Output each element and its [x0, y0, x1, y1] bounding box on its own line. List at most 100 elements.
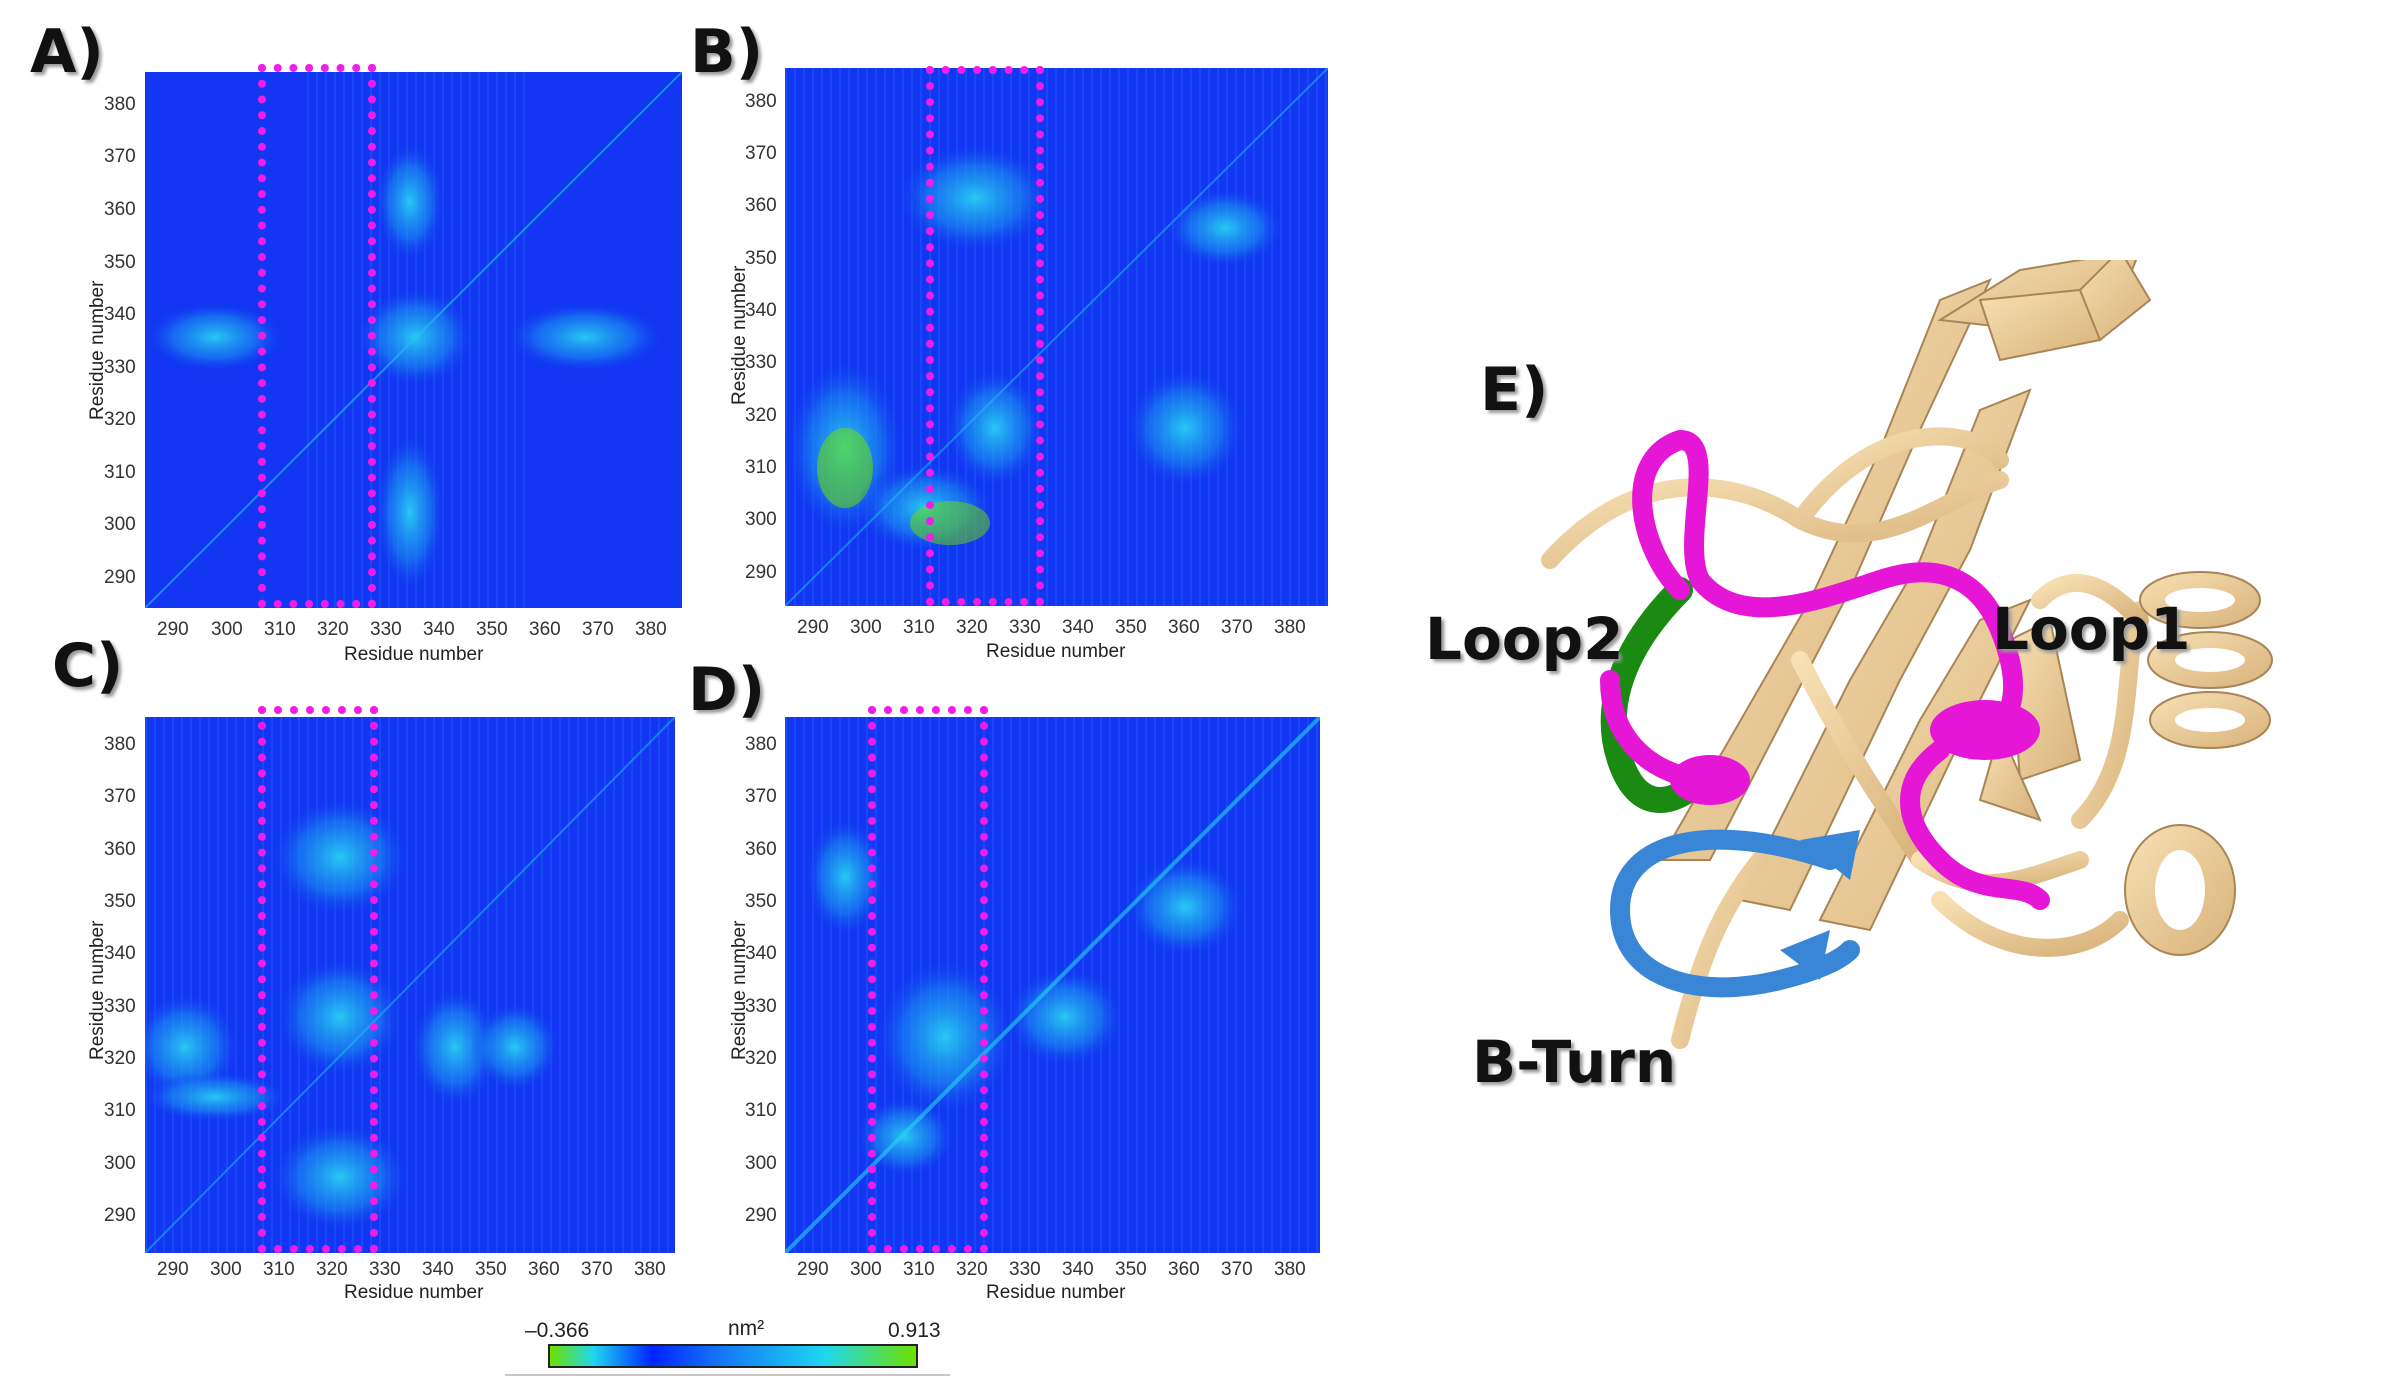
- bturn-label: B-Turn: [1472, 1028, 1677, 1096]
- ytick: 310: [104, 1100, 136, 1121]
- xtick: 290: [157, 1259, 189, 1280]
- xtick: 300: [850, 617, 882, 638]
- ytick: 360: [745, 839, 777, 860]
- xtick: 380: [634, 1259, 666, 1280]
- ytick: 320: [745, 405, 777, 426]
- ytick: 330: [745, 352, 777, 373]
- loop2-label: Loop2: [1425, 605, 1624, 673]
- ytick: 310: [104, 462, 136, 483]
- xtick: 290: [157, 619, 189, 640]
- xtick: 310: [903, 617, 935, 638]
- xtick: 340: [1062, 1259, 1094, 1280]
- xtick: 300: [211, 619, 243, 640]
- ytick: 300: [104, 1153, 136, 1174]
- xtick: 350: [1115, 617, 1147, 638]
- xtick: 360: [1168, 1259, 1200, 1280]
- covariance-map-a: [145, 72, 682, 608]
- xtick: 380: [1274, 1259, 1306, 1280]
- xtick: 360: [1168, 617, 1200, 638]
- xtick: 370: [582, 619, 614, 640]
- xtick: 350: [475, 1259, 507, 1280]
- panel-letter-e: E): [1480, 355, 1549, 425]
- ytick: 380: [104, 734, 136, 755]
- ytick: 360: [104, 199, 136, 220]
- ytick: 370: [745, 786, 777, 807]
- covariance-map-d: [785, 717, 1320, 1253]
- xtick: 320: [956, 617, 988, 638]
- xtick: 370: [581, 1259, 613, 1280]
- panel-letter-c: C): [52, 631, 124, 701]
- ytick: 320: [104, 409, 136, 430]
- beta-strands: [1658, 260, 2152, 932]
- xtick: 310: [903, 1259, 935, 1280]
- colorbar-min-label: –0.366: [525, 1319, 590, 1342]
- ytick: 330: [104, 996, 136, 1017]
- xtick: 330: [370, 619, 402, 640]
- colorbar-unit-label: nm²: [728, 1317, 765, 1340]
- ytick: 320: [745, 1048, 777, 1069]
- ytick: 290: [104, 1205, 136, 1226]
- xtick: 340: [423, 619, 455, 640]
- loop2-segment: [1600, 577, 1713, 813]
- highlight-box-b: [926, 66, 1044, 606]
- covariance-map-b: [785, 68, 1328, 606]
- xtick: 320: [317, 619, 349, 640]
- xtick: 330: [1009, 1259, 1041, 1280]
- ytick: 290: [745, 562, 777, 583]
- ytick: 290: [745, 1205, 777, 1226]
- ylabel-a: Residue number: [87, 280, 108, 420]
- bturn-segment: [1609, 829, 1860, 998]
- colorbar-gradient: [548, 1344, 918, 1368]
- heatmap-a: [145, 72, 682, 608]
- ytick: 330: [104, 357, 136, 378]
- ytick: 360: [745, 195, 777, 216]
- ytick: 320: [104, 1048, 136, 1069]
- xlabel-b: Residue number: [986, 641, 1126, 662]
- xtick: 320: [316, 1259, 348, 1280]
- ytick: 340: [745, 300, 777, 321]
- xtick: 300: [210, 1259, 242, 1280]
- xtick: 310: [264, 619, 296, 640]
- ytick: 350: [104, 252, 136, 273]
- protein-structure: [1541, 260, 2273, 1049]
- colorbar-max-label: 0.913: [888, 1319, 941, 1342]
- colorbar-baseline: [505, 1374, 950, 1376]
- ytick: 290: [104, 567, 136, 588]
- ytick: 350: [745, 248, 777, 269]
- xtick: 380: [635, 619, 667, 640]
- highlight-box-d: [868, 706, 988, 1253]
- ylabel-b: Residue number: [729, 265, 750, 405]
- ytick: 370: [104, 146, 136, 167]
- xlabel-d: Residue number: [986, 1282, 1126, 1303]
- highlight-box-c: [258, 706, 378, 1253]
- panel-letter-a: A): [30, 17, 104, 87]
- ytick: 370: [104, 786, 136, 807]
- loop1-helix: [1670, 700, 2040, 805]
- xlabel-a: Residue number: [344, 644, 484, 665]
- xlabel-c: Residue number: [344, 1282, 484, 1303]
- ytick: 340: [104, 304, 136, 325]
- xtick: 370: [1221, 1259, 1253, 1280]
- ytick: 380: [745, 91, 777, 112]
- xtick: 350: [1115, 1259, 1147, 1280]
- xtick: 370: [1221, 617, 1253, 638]
- xtick: 310: [263, 1259, 295, 1280]
- ytick: 300: [745, 509, 777, 530]
- xtick: 360: [528, 1259, 560, 1280]
- heatmap-d: [785, 717, 1320, 1253]
- ytick: 340: [745, 943, 777, 964]
- ytick: 300: [745, 1153, 777, 1174]
- ytick: 300: [104, 514, 136, 535]
- ytick: 360: [104, 839, 136, 860]
- ytick: 380: [745, 734, 777, 755]
- xtick: 330: [1009, 617, 1041, 638]
- xtick: 360: [529, 619, 561, 640]
- highlight-box-a: [258, 64, 376, 608]
- ytick: 340: [104, 943, 136, 964]
- loop1-label: Loop1: [1992, 595, 2191, 663]
- heatmap-b: [785, 68, 1328, 606]
- ytick: 330: [745, 996, 777, 1017]
- xtick: 330: [369, 1259, 401, 1280]
- ylabel-c: Residue number: [87, 920, 108, 1060]
- panel-letter-d: D): [688, 655, 766, 725]
